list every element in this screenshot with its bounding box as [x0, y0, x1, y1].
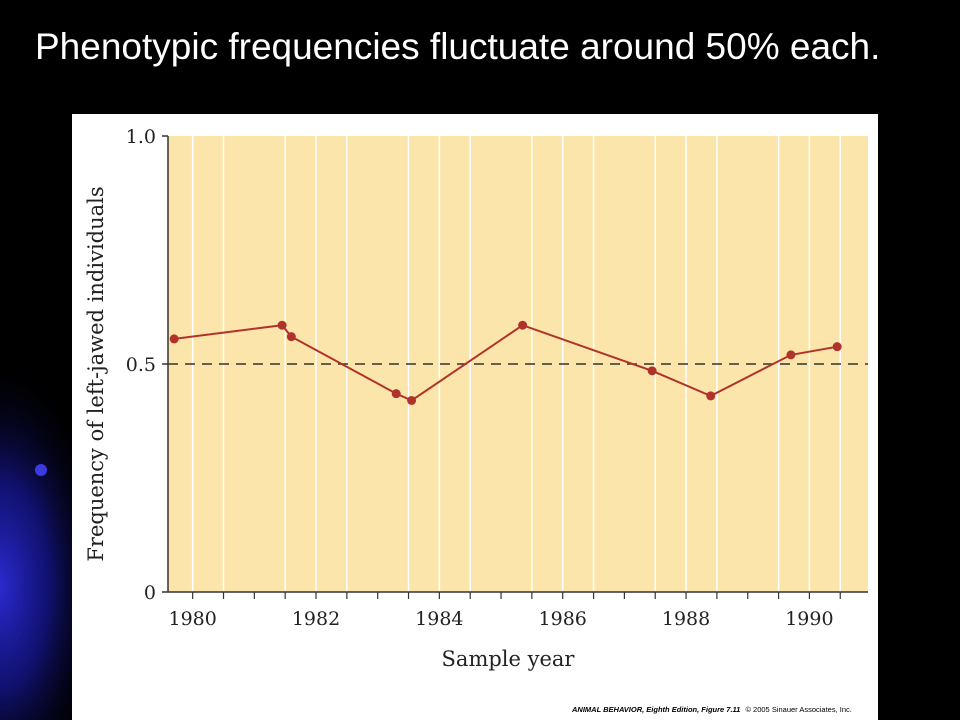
data-point	[277, 320, 287, 330]
series-line	[174, 324, 838, 402]
line-chart: 0 0.5 1.0 1980 1982 1984 1986 1988 1990 Sample ye…	[84, 126, 868, 714]
data-point	[407, 395, 417, 405]
figure-credit: ANIMAL BEHAVIOR, Eighth Edition, Figure …	[571, 705, 852, 714]
data-point	[706, 391, 716, 401]
decorative-dot	[35, 464, 47, 476]
data-point	[286, 332, 296, 342]
y-tick-label: 0	[144, 582, 156, 604]
x-tick-label: 1990	[785, 608, 833, 630]
figure-panel: 0 0.5 1.0 1980 1982 1984 1986 1988 1990 Sample ye…	[72, 114, 878, 720]
figure-credit-bold: ANIMAL BEHAVIOR, Eighth Edition, Figure …	[571, 705, 740, 714]
x-tick-label: 1980	[168, 608, 216, 630]
data-point	[647, 366, 657, 376]
y-axis-title: Frequency of left-jawed individuals	[84, 186, 108, 561]
x-axis-title: Sample year	[442, 647, 576, 671]
data-point	[169, 334, 179, 344]
data-point	[391, 389, 401, 399]
figure-credit-rest: © 2005 Sinauer Associates, Inc.	[745, 705, 851, 714]
x-tick-label: 1982	[292, 608, 340, 630]
y-tick-label: 0.5	[126, 354, 156, 376]
x-tick-label: 1986	[539, 608, 587, 630]
y-tick-label: 1.0	[126, 126, 156, 148]
data-point	[832, 342, 842, 352]
x-tick-label: 1988	[662, 608, 710, 630]
data-point	[518, 320, 528, 330]
data-point	[786, 350, 796, 360]
x-tick-label: 1984	[415, 608, 463, 630]
slide-title: Phenotypic frequencies fluctuate around …	[35, 26, 881, 67]
